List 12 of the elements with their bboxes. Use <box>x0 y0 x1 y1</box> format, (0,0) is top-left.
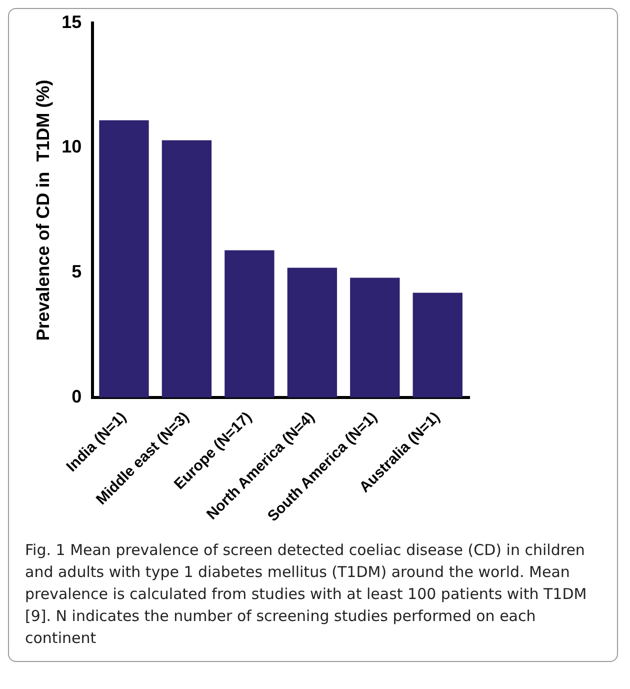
bar <box>350 278 400 398</box>
y-tick-label: 10 <box>62 136 82 157</box>
y-axis-title: Prevalence of CD in T1DM (%) <box>32 80 53 341</box>
bar <box>287 268 338 398</box>
bar <box>99 120 149 398</box>
y-tick-label: 5 <box>72 262 82 282</box>
caption: Fig. 1 Mean prevalence of screen detected coeliac disease (CD) in children and adults with type 1 diabetes mellitus (T1DM) around the world. Mean prevalence is calculated from studies with at least 100 patients with T1DM [9]. N indicates the number of screening studies performed on each continent <box>25 540 588 649</box>
y-tick-label: 0 <box>72 386 82 407</box>
bar <box>162 140 212 398</box>
bar <box>224 250 274 398</box>
bar <box>412 292 462 398</box>
y-tick-label: 15 <box>62 12 82 32</box>
